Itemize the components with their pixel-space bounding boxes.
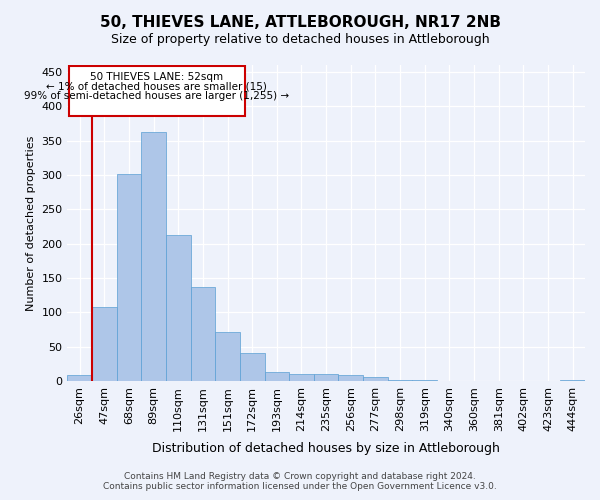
- Text: 99% of semi-detached houses are larger (1,255) →: 99% of semi-detached houses are larger (…: [24, 91, 289, 101]
- Bar: [191, 287, 215, 381]
- Y-axis label: Number of detached properties: Number of detached properties: [26, 136, 36, 310]
- Text: Size of property relative to detached houses in Attleborough: Size of property relative to detached ho…: [110, 32, 490, 46]
- Bar: [265, 372, 289, 381]
- Text: 50 THIEVES LANE: 52sqm: 50 THIEVES LANE: 52sqm: [90, 72, 223, 82]
- Bar: [141, 132, 166, 381]
- Bar: [215, 332, 240, 381]
- Bar: [67, 376, 92, 381]
- Text: 50, THIEVES LANE, ATTLEBOROUGH, NR17 2NB: 50, THIEVES LANE, ATTLEBOROUGH, NR17 2NB: [100, 15, 500, 30]
- Bar: [166, 234, 191, 381]
- Bar: [314, 374, 338, 381]
- Bar: [116, 174, 141, 381]
- Bar: [388, 380, 412, 381]
- Bar: [92, 308, 116, 381]
- Bar: [338, 376, 363, 381]
- Bar: [412, 380, 437, 381]
- Text: ← 1% of detached houses are smaller (15): ← 1% of detached houses are smaller (15): [46, 82, 267, 92]
- Bar: [289, 374, 314, 381]
- X-axis label: Distribution of detached houses by size in Attleborough: Distribution of detached houses by size …: [152, 442, 500, 455]
- Bar: [363, 378, 388, 381]
- Text: Contains HM Land Registry data © Crown copyright and database right 2024.
Contai: Contains HM Land Registry data © Crown c…: [103, 472, 497, 491]
- Bar: [560, 380, 585, 381]
- Bar: [68, 66, 245, 116]
- Bar: [240, 354, 265, 381]
